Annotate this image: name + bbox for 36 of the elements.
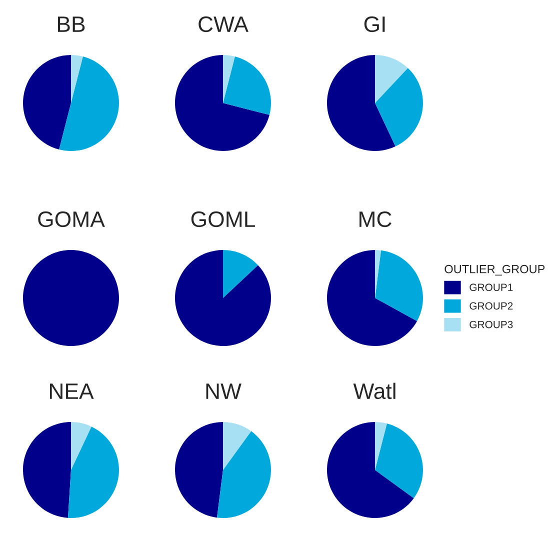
legend-label: GROUP2 <box>470 302 513 310</box>
pie-slice <box>175 55 270 151</box>
pie-slice <box>375 68 423 146</box>
pie-slice <box>223 56 271 115</box>
pie-slice <box>327 55 396 151</box>
chart-title: GOML <box>191 211 255 228</box>
pie-slice <box>216 431 271 518</box>
chart-title: CWA <box>198 16 248 32</box>
pie-slice <box>375 250 382 298</box>
chart-title: NEA <box>50 384 94 399</box>
pie-slice <box>327 422 414 518</box>
legend-label: GROUP1 <box>470 284 513 292</box>
pie-slice <box>71 55 83 103</box>
pie-slice <box>68 426 119 518</box>
pie-slice <box>175 422 223 518</box>
pie-slice <box>223 250 258 298</box>
chart-title: BB <box>58 16 85 32</box>
chart-title: GI <box>364 16 385 32</box>
pie-slice <box>59 56 119 151</box>
chart-title: GOMA <box>38 211 105 228</box>
pie-slice <box>223 422 252 470</box>
chart-title: Watl <box>353 382 396 400</box>
pie-slice <box>375 424 423 498</box>
legend-label: GROUP3 <box>470 320 513 328</box>
pie-slice <box>375 55 408 103</box>
chart-title: MC <box>360 211 392 228</box>
pie-slice <box>223 55 235 103</box>
chart-title: NW <box>206 384 242 399</box>
pie-slice <box>375 250 423 322</box>
pie-slice <box>375 422 387 470</box>
pie-slice <box>23 422 71 518</box>
pie-slice <box>327 250 418 346</box>
pie-slice <box>175 250 271 346</box>
pie-slice <box>71 422 92 470</box>
legend-title: OUTLIER_GROUP <box>444 264 545 276</box>
pie-slice <box>23 55 71 150</box>
